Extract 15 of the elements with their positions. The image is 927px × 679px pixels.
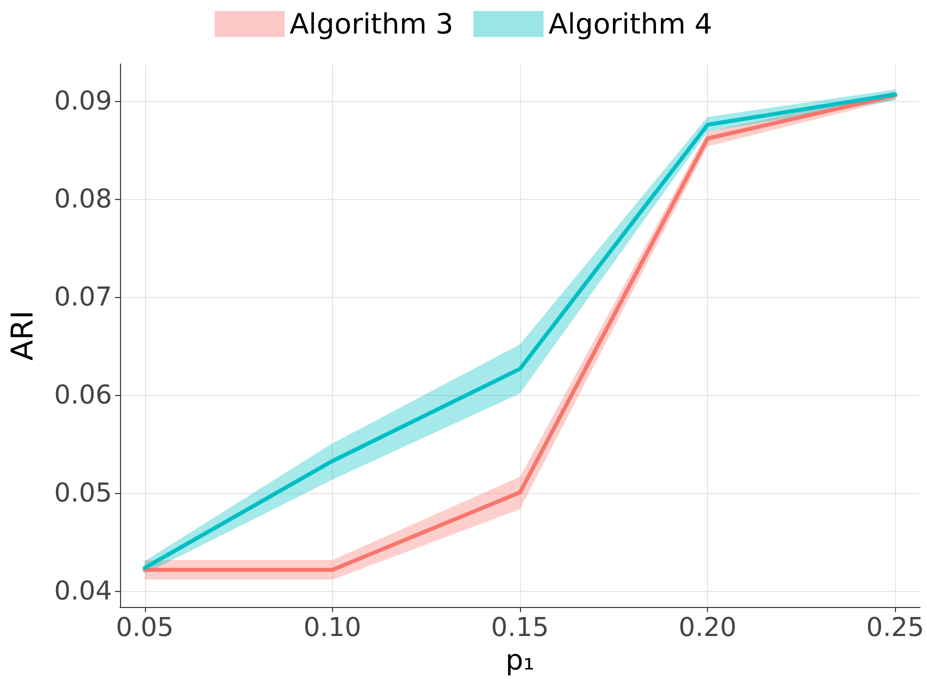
y-tick-label: 0.04: [54, 576, 112, 606]
y-tick-label: 0.06: [54, 380, 112, 410]
x-tick-label: 0.10: [303, 613, 362, 644]
y-tick-label: 0.09: [54, 86, 112, 116]
x-tick-label: 0.05: [116, 613, 174, 644]
x-tick-label: 0.25: [866, 613, 924, 644]
y-axis-title: ARI: [6, 310, 40, 361]
y-tick-label: 0.05: [54, 478, 112, 508]
x-tick-label: 0.20: [678, 613, 737, 644]
legend-label: Algorithm 3: [290, 8, 454, 40]
x-tick-label: 0.15: [491, 613, 549, 644]
x-axis-title: p₁: [505, 644, 534, 676]
y-tick-label: 0.08: [54, 184, 112, 214]
legend-label: Algorithm 4: [548, 8, 712, 40]
y-tick-label: 0.07: [54, 282, 112, 312]
